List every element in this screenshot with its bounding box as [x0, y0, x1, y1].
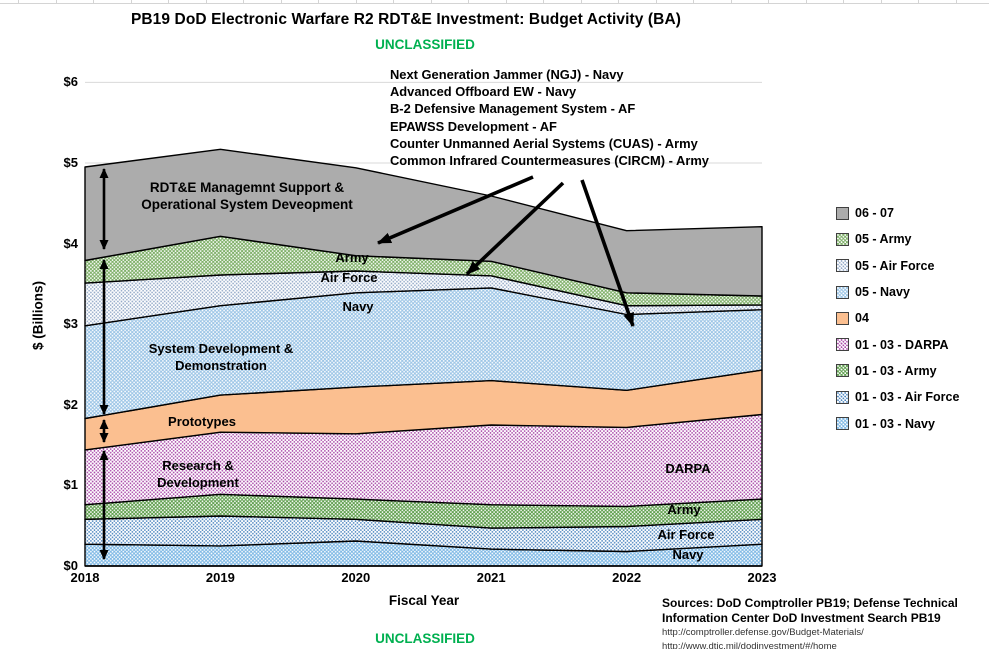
source-url: http://www.dtic.mil/dodinvestment/#/home [662, 640, 837, 649]
legend-item-ba0607: 06 - 07 [836, 200, 959, 226]
band-label-sdd: System Development & Demonstration [148, 341, 294, 373]
x-tick-label: 2019 [205, 570, 235, 585]
spreadsheet-tick [730, 0, 732, 4]
legend-item-ba04: 04 [836, 305, 959, 331]
spreadsheet-tick [93, 0, 94, 4]
spreadsheet-tick [543, 0, 544, 4]
band-label-navy05: Navy [342, 299, 374, 314]
sources-note: Sources: DoD Comptroller PB19; Defense T… [662, 596, 958, 625]
spreadsheet-tick [505, 0, 507, 4]
legend-swatch-ba0607 [836, 206, 849, 220]
legend-swatch-ba0103-af [836, 390, 849, 404]
band-label-prototypes: Prototypes [168, 414, 236, 429]
band-label-rdte: RDT&E Managemnt Support & Operational Sys… [141, 180, 353, 213]
y-tick-label: $3 [63, 316, 78, 332]
legend-label-ba05-army: 05 - Army [855, 232, 912, 247]
band-label-army01: Army [667, 502, 701, 517]
spreadsheet-tick [355, 0, 357, 4]
legend-item-ba05-army: 05 - Army [836, 226, 959, 252]
spreadsheet-tick [768, 0, 769, 4]
x-tick-label: 2018 [70, 570, 100, 585]
spreadsheet-tick [18, 0, 19, 4]
y-tick-label: $1 [63, 477, 78, 493]
chart-title: PB19 DoD Electronic Warfare R2 RDT&E Inv… [130, 11, 682, 28]
legend-swatch-ba05-af [836, 259, 849, 273]
spreadsheet-tick [843, 0, 844, 4]
legend-swatch-ba04 [836, 311, 849, 325]
band-label-navy01: Navy [672, 547, 704, 562]
spreadsheet-tick [618, 0, 619, 4]
spreadsheet-gridline [0, 3, 989, 4]
legend-label-ba05-navy: 05 - Navy [855, 285, 910, 300]
y-tick-label: $5 [63, 155, 78, 170]
source-url: http://comptroller.defense.gov/Budget-Ma… [662, 627, 864, 638]
spreadsheet-tick [243, 0, 244, 4]
spreadsheet-tick [205, 0, 207, 4]
spreadsheet-tick [280, 0, 282, 4]
legend-swatch-ba0103-darpa [836, 338, 849, 352]
x-tick-label: 2022 [612, 570, 642, 585]
legend-swatch-ba0103-army [836, 364, 849, 378]
legend-item-ba0103-navy: 01 - 03 - Navy [836, 410, 959, 436]
legend-item-ba0103-darpa: 01 - 03 - DARPA [836, 331, 959, 357]
legend-label-ba0103-navy: 01 - 03 - Navy [855, 416, 935, 431]
band-label-army05: Army [335, 250, 369, 265]
y-tick-label: $0 [63, 558, 78, 573]
band-label-rnd: Research & Development [157, 458, 239, 490]
spreadsheet-tick [393, 0, 394, 4]
legend-label-ba0103-darpa: 01 - 03 - DARPA [855, 337, 949, 352]
spreadsheet-tick [880, 0, 882, 4]
legend-item-ba0103-af: 01 - 03 - Air Force [836, 384, 959, 410]
spreadsheet-tick [318, 0, 319, 4]
legend-label-ba0607: 06 - 07 [855, 206, 894, 221]
spreadsheet-tick [805, 0, 807, 4]
spreadsheet-tick [580, 0, 582, 4]
legend-item-ba05-af: 05 - Air Force [836, 253, 959, 279]
spreadsheet-tick [55, 0, 57, 4]
legend-label-ba0103-army: 01 - 03 - Army [855, 363, 937, 378]
classification-banner-top: UNCLASSIFIED [375, 37, 475, 52]
spreadsheet-tick [655, 0, 657, 4]
y-tick-label: $4 [63, 235, 78, 251]
annotation-line: Advanced Offboard EW - Navy [390, 84, 577, 100]
annotation-line: Common Infrared Countermeasures (CIRCM) … [390, 153, 709, 169]
legend-label-ba04: 04 [855, 311, 869, 326]
spreadsheet-tick [918, 0, 919, 4]
band-label-darpa: DARPA [665, 461, 711, 476]
annotation-line: Next Generation Jammer (NGJ) - Navy [390, 67, 624, 82]
y-tick-label: $2 [63, 396, 78, 412]
annotation-program-list: Next Generation Jammer (NGJ) - Navy Advan… [390, 66, 709, 169]
band-label-af05: Air Force [320, 270, 378, 285]
annotation-line: Counter Unmanned Aerial Systems (CUAS) -… [390, 135, 698, 151]
legend-label-ba05-af: 05 - Air Force [855, 258, 935, 273]
legend-item-ba0103-army: 01 - 03 - Army [836, 358, 959, 384]
x-axis-title: Fiscal Year [388, 593, 460, 608]
classification-banner-bottom: UNCLASSIFIED [375, 631, 475, 646]
spreadsheet-tick [168, 0, 169, 4]
annotation-arrows [377, 175, 635, 327]
annotation-line: EPAWSS Development - AF [390, 118, 557, 134]
x-tick-label: 2020 [341, 570, 371, 585]
spreadsheet-tick [468, 0, 469, 4]
spreadsheet-tick [130, 0, 132, 4]
y-tick-label: $6 [63, 74, 78, 90]
annotation-line: B-2 Defensive Management System - AF [390, 101, 636, 117]
x-tick-label: 2021 [476, 570, 506, 585]
spreadsheet-tick [693, 0, 694, 4]
legend-swatch-ba0103-navy [836, 417, 849, 431]
band-label-af01: Air Force [657, 527, 715, 542]
legend-item-ba05-navy: 05 - Navy [836, 279, 959, 305]
spreadsheet-tick [430, 0, 432, 4]
source-urls: http://comptroller.defense.gov/Budget-Ma… [662, 626, 864, 649]
legend-label-ba0103-af: 01 - 03 - Air Force [855, 390, 960, 405]
x-tick-label: 2023 [747, 570, 777, 585]
spreadsheet-tick [955, 0, 957, 4]
chart-legend: 06 - 07 05 - Army 05 - Air Force 05 - Navy 0… [836, 200, 959, 437]
legend-swatch-ba05-navy [836, 285, 849, 299]
legend-swatch-ba05-army [836, 232, 849, 246]
area-bands [84, 148, 763, 567]
